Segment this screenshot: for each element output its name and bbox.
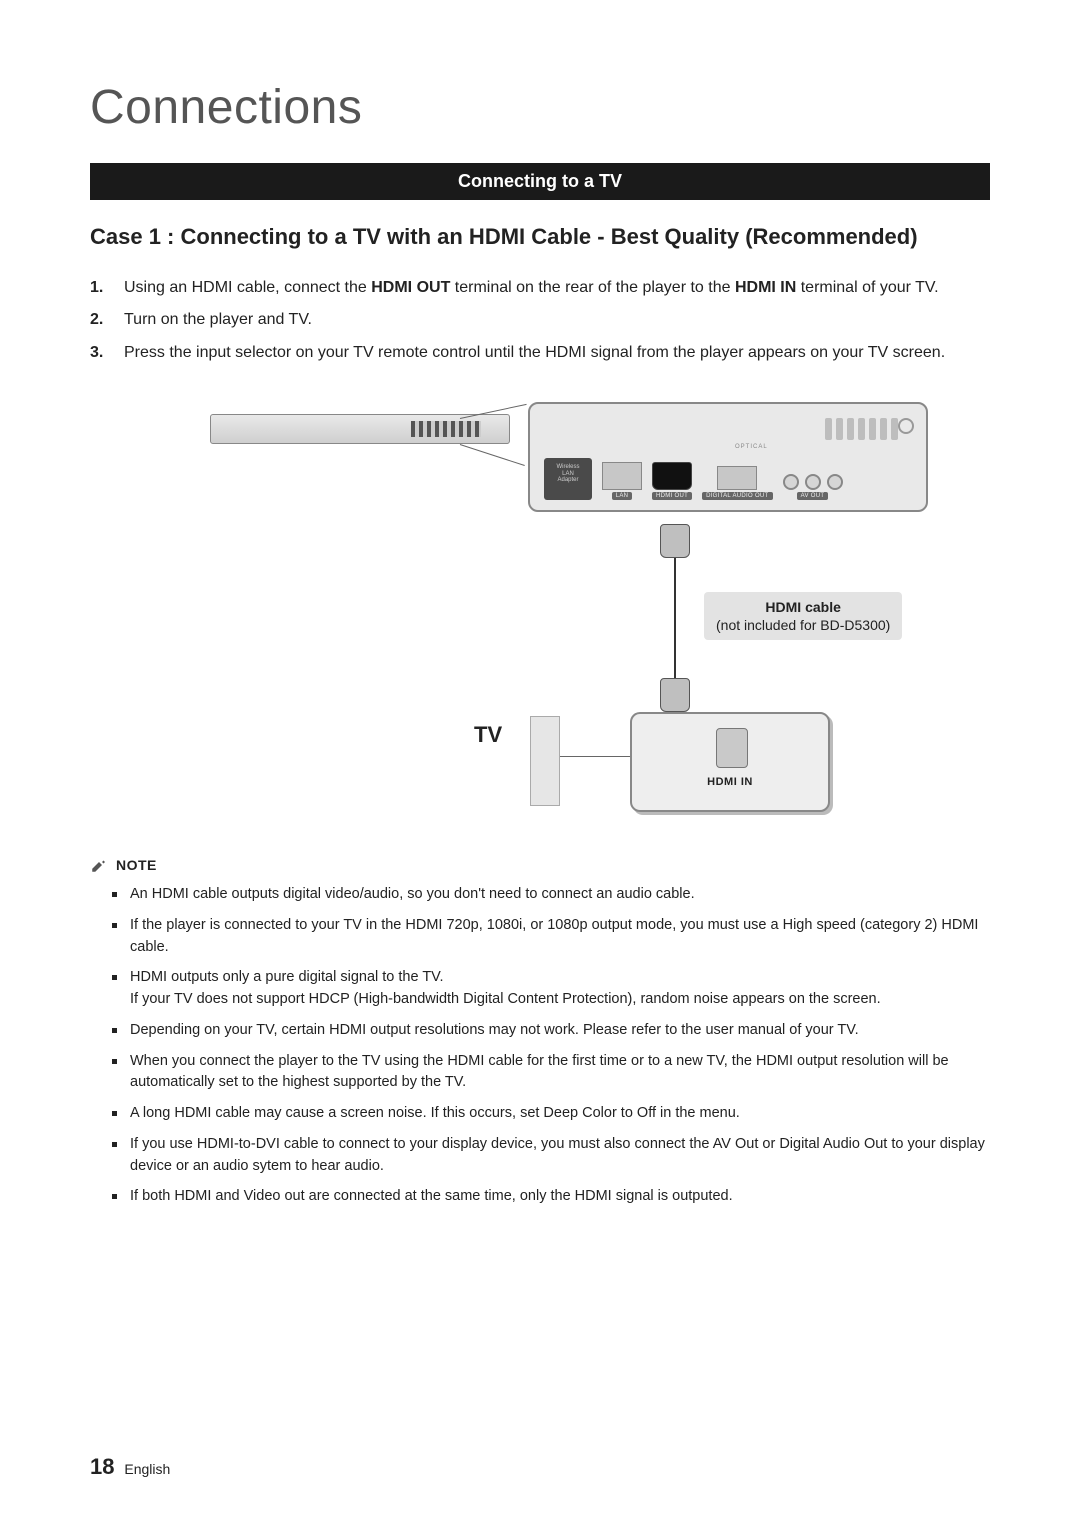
section-bar: Connecting to a TV [90, 163, 990, 200]
connection-diagram: OPTICAL WirelessLANAdapter LAN HDMI OUT … [130, 396, 950, 826]
av-out-ports: AV OUT [783, 474, 843, 500]
step-item: Press the input selector on your TV remo… [90, 341, 990, 366]
lan-port: LAN [602, 462, 642, 500]
port-label: HDMI OUT [652, 492, 692, 500]
tv-side-icon [530, 716, 560, 806]
note-icon [90, 856, 108, 874]
port-label: AV OUT [797, 492, 829, 500]
cable-label-sub: (not included for BD-D5300) [716, 617, 890, 633]
note-heading: NOTE [90, 856, 990, 874]
page-footer: 18 English [90, 1454, 170, 1480]
step-text: terminal of your TV. [796, 279, 938, 296]
callout-line-icon [460, 444, 525, 466]
hdmi-in-label: HDMI IN [632, 776, 828, 788]
digital-audio-out-port: DIGITAL AUDIO OUT [702, 466, 772, 500]
cable-label-title: HDMI cable [716, 598, 890, 616]
screw-hole-icon [898, 418, 914, 434]
ports-row: WirelessLANAdapter LAN HDMI OUT DIGITAL … [544, 458, 912, 500]
step-item: Using an HDMI cable, connect the HDMI OU… [90, 276, 990, 301]
hdmi-plug-icon [660, 678, 690, 712]
note-item: If you use HDMI-to-DVI cable to connect … [130, 1134, 990, 1178]
page-title: Connections [90, 80, 990, 135]
note-heading-text: NOTE [116, 857, 157, 873]
step-item: Turn on the player and TV. [90, 308, 990, 333]
step-text: Using an HDMI cable, connect the [124, 279, 371, 296]
hdmi-in-port-icon [716, 728, 748, 768]
note-item: Depending on your TV, certain HDMI outpu… [130, 1020, 990, 1042]
hdmi-plug-icon [660, 524, 690, 558]
tv-back-panel: HDMI IN [630, 712, 830, 812]
player-device-icon [210, 414, 510, 444]
step-text: terminal on the rear of the player to th… [450, 279, 735, 296]
wireless-adapter-icon: WirelessLANAdapter [544, 458, 592, 500]
note-list: An HDMI cable outputs digital video/audi… [90, 884, 990, 1208]
note-item: A long HDMI cable may cause a screen noi… [130, 1103, 990, 1125]
hdmi-out-port: HDMI OUT [652, 462, 692, 500]
tv-label: TV [474, 722, 502, 748]
vent-slots-icon [825, 418, 898, 440]
note-item: When you connect the player to the TV us… [130, 1051, 990, 1095]
hdmi-cable-icon [674, 558, 676, 678]
player-back-panel: OPTICAL WirelessLANAdapter LAN HDMI OUT … [528, 402, 928, 512]
cable-label: HDMI cable (not included for BD-D5300) [704, 592, 902, 640]
port-label: LAN [612, 492, 633, 500]
port-label: DIGITAL AUDIO OUT [702, 492, 772, 500]
note-item: HDMI outputs only a pure digital signal … [130, 967, 990, 1011]
note-block: NOTE An HDMI cable outputs digital video… [90, 856, 990, 1208]
note-item: If the player is connected to your TV in… [130, 915, 990, 959]
step-bold: HDMI IN [735, 279, 796, 296]
callout-line-icon [560, 756, 630, 757]
note-item: If both HDMI and Video out are connected… [130, 1186, 990, 1208]
steps-list: Using an HDMI cable, connect the HDMI OU… [90, 276, 990, 366]
optical-label: OPTICAL [735, 444, 768, 450]
footer-language: English [124, 1461, 170, 1477]
note-item: An HDMI cable outputs digital video/audi… [130, 884, 990, 906]
step-bold: HDMI OUT [371, 279, 450, 296]
page-number: 18 [90, 1454, 114, 1479]
case-heading: Case 1 : Connecting to a TV with an HDMI… [90, 222, 990, 252]
